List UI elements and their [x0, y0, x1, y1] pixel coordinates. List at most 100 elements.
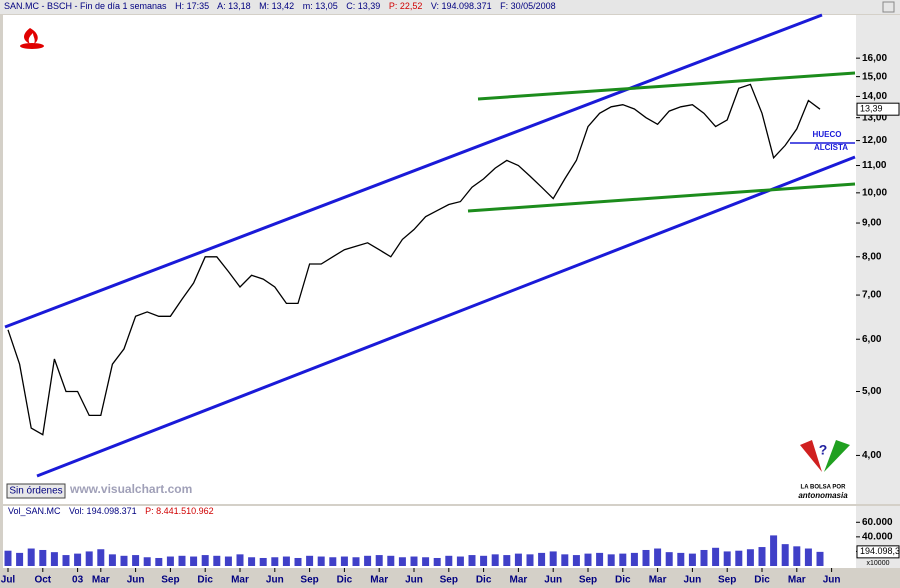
volume-bar	[596, 552, 604, 566]
annotation: HUECO	[813, 130, 842, 139]
resistance-line	[477, 71, 856, 101]
volume-bar	[468, 555, 476, 566]
header-item: C: 13,39	[346, 1, 380, 11]
volume-bar	[85, 551, 93, 566]
x-tick-label: Sep	[440, 575, 458, 586]
price-axis-bg	[856, 15, 900, 504]
volume-bar	[166, 556, 174, 566]
logo-text: LA BOLSA POR	[801, 485, 847, 491]
x-tick-label: Sep	[300, 575, 318, 586]
volume-bar	[514, 553, 522, 566]
y-tick-label: 4,00	[862, 450, 882, 461]
x-tick-label: Mar	[510, 575, 528, 586]
price-panel	[3, 15, 856, 504]
status-text: Sin órdenes	[9, 486, 62, 497]
volume-bar	[224, 556, 232, 566]
logo-text: antonomasia	[798, 491, 848, 500]
volume-bar	[97, 549, 105, 566]
y-tick-label: 11,00	[862, 160, 887, 171]
x-tick-label: Jun	[266, 575, 284, 586]
header-bar	[0, 0, 900, 14]
logo-shape	[824, 440, 850, 472]
volume-bar	[155, 557, 163, 566]
y-tick-label: 40.000	[862, 531, 893, 542]
status-box[interactable]	[6, 483, 66, 499]
y-tick-label: 15,00	[862, 71, 887, 82]
volume-bar	[526, 554, 534, 566]
header-item: M: 13,42	[259, 1, 294, 11]
support-line	[467, 182, 856, 213]
header-item: P: 22,52	[389, 1, 423, 11]
volume-bar	[642, 549, 650, 566]
volume-bar	[654, 548, 662, 566]
x-tick-label: Jun	[544, 575, 562, 586]
y-tick-label: 10,00	[862, 187, 887, 198]
volume-bar	[793, 546, 801, 566]
x-tick-label: Jun	[823, 575, 841, 586]
y-tick-label: 12,00	[862, 135, 887, 146]
volume-bar	[538, 552, 546, 566]
volume-bar	[665, 552, 673, 566]
volume-bar	[132, 555, 140, 566]
brand-logo-base	[20, 43, 44, 49]
logo-mark: ?	[819, 442, 828, 458]
volume-bar	[433, 557, 441, 566]
y-tick-label: 14,00	[862, 91, 887, 102]
volume-bar	[120, 555, 128, 566]
volume-bar	[549, 551, 557, 566]
watermark: www.visualchart.com	[69, 482, 192, 496]
volume-bar	[410, 556, 418, 566]
volume-bar	[364, 555, 372, 566]
volume-bar	[456, 556, 464, 566]
volume-bar	[688, 553, 696, 566]
volume-title: Vol_SAN.MC Vol: 194.098.371 P: 8.441.510…	[8, 506, 214, 516]
y-tick-label: 16,00	[862, 53, 887, 64]
y-tick-label: 9,00	[862, 218, 882, 229]
x-tick-label: Sep	[161, 575, 179, 586]
volume-bar	[677, 552, 685, 566]
volume-bar	[735, 550, 743, 566]
x-tick-label: Mar	[788, 575, 806, 586]
volume-bar	[398, 557, 406, 566]
volume-bar	[248, 557, 256, 566]
volume-bar	[387, 555, 395, 566]
x-tick-label: Jul	[1, 575, 16, 586]
header-item: m: 13,05	[303, 1, 338, 11]
volume-bar	[746, 549, 754, 566]
header-text: SAN.MC - BSCH - Fin de día 1 semanas H: …	[4, 1, 556, 11]
volume-bar	[770, 535, 778, 566]
price-line	[7, 83, 821, 436]
trend-channel-lower	[36, 155, 856, 478]
x-tick-label: Dic	[337, 575, 353, 586]
volume-bar	[700, 549, 708, 566]
x-tick-label: 03	[72, 575, 84, 586]
trend-channel-upper	[4, 13, 823, 329]
volume-bar	[108, 554, 116, 566]
header-item: F: 30/05/2008	[500, 1, 556, 11]
volume-bar	[4, 550, 12, 566]
volume-bar	[340, 556, 348, 566]
volume-bar	[213, 555, 221, 566]
x-tick-label: Jun	[684, 575, 702, 586]
volume-bar	[723, 551, 731, 566]
brand-logo	[24, 28, 38, 44]
volume-bar	[804, 548, 812, 566]
volume-bar	[62, 555, 70, 566]
x-tick-label: Mar	[649, 575, 667, 586]
logo-shape	[800, 440, 822, 472]
volume-stat: P: 8.441.510.962	[145, 506, 214, 516]
volume-bar	[190, 556, 198, 566]
plot-layer: 4,00 5,00 6,00 7,00 8,00 9,00 10,00 11,00 12,00 1…	[1, 53, 900, 586]
volume-bar	[607, 554, 615, 566]
y-tick-label: 8,00	[862, 251, 882, 262]
header-item: A: 13,18	[217, 1, 251, 11]
current-value-box	[856, 102, 900, 116]
close-button[interactable]	[882, 1, 895, 13]
y-tick-label: 60.000	[862, 517, 893, 528]
volume-bar	[74, 553, 82, 566]
volume-bar	[271, 557, 279, 566]
x-tick-label: Sep	[718, 575, 736, 586]
header-item: H: 17:35	[175, 1, 209, 11]
x-tick-label: Mar	[370, 575, 388, 586]
